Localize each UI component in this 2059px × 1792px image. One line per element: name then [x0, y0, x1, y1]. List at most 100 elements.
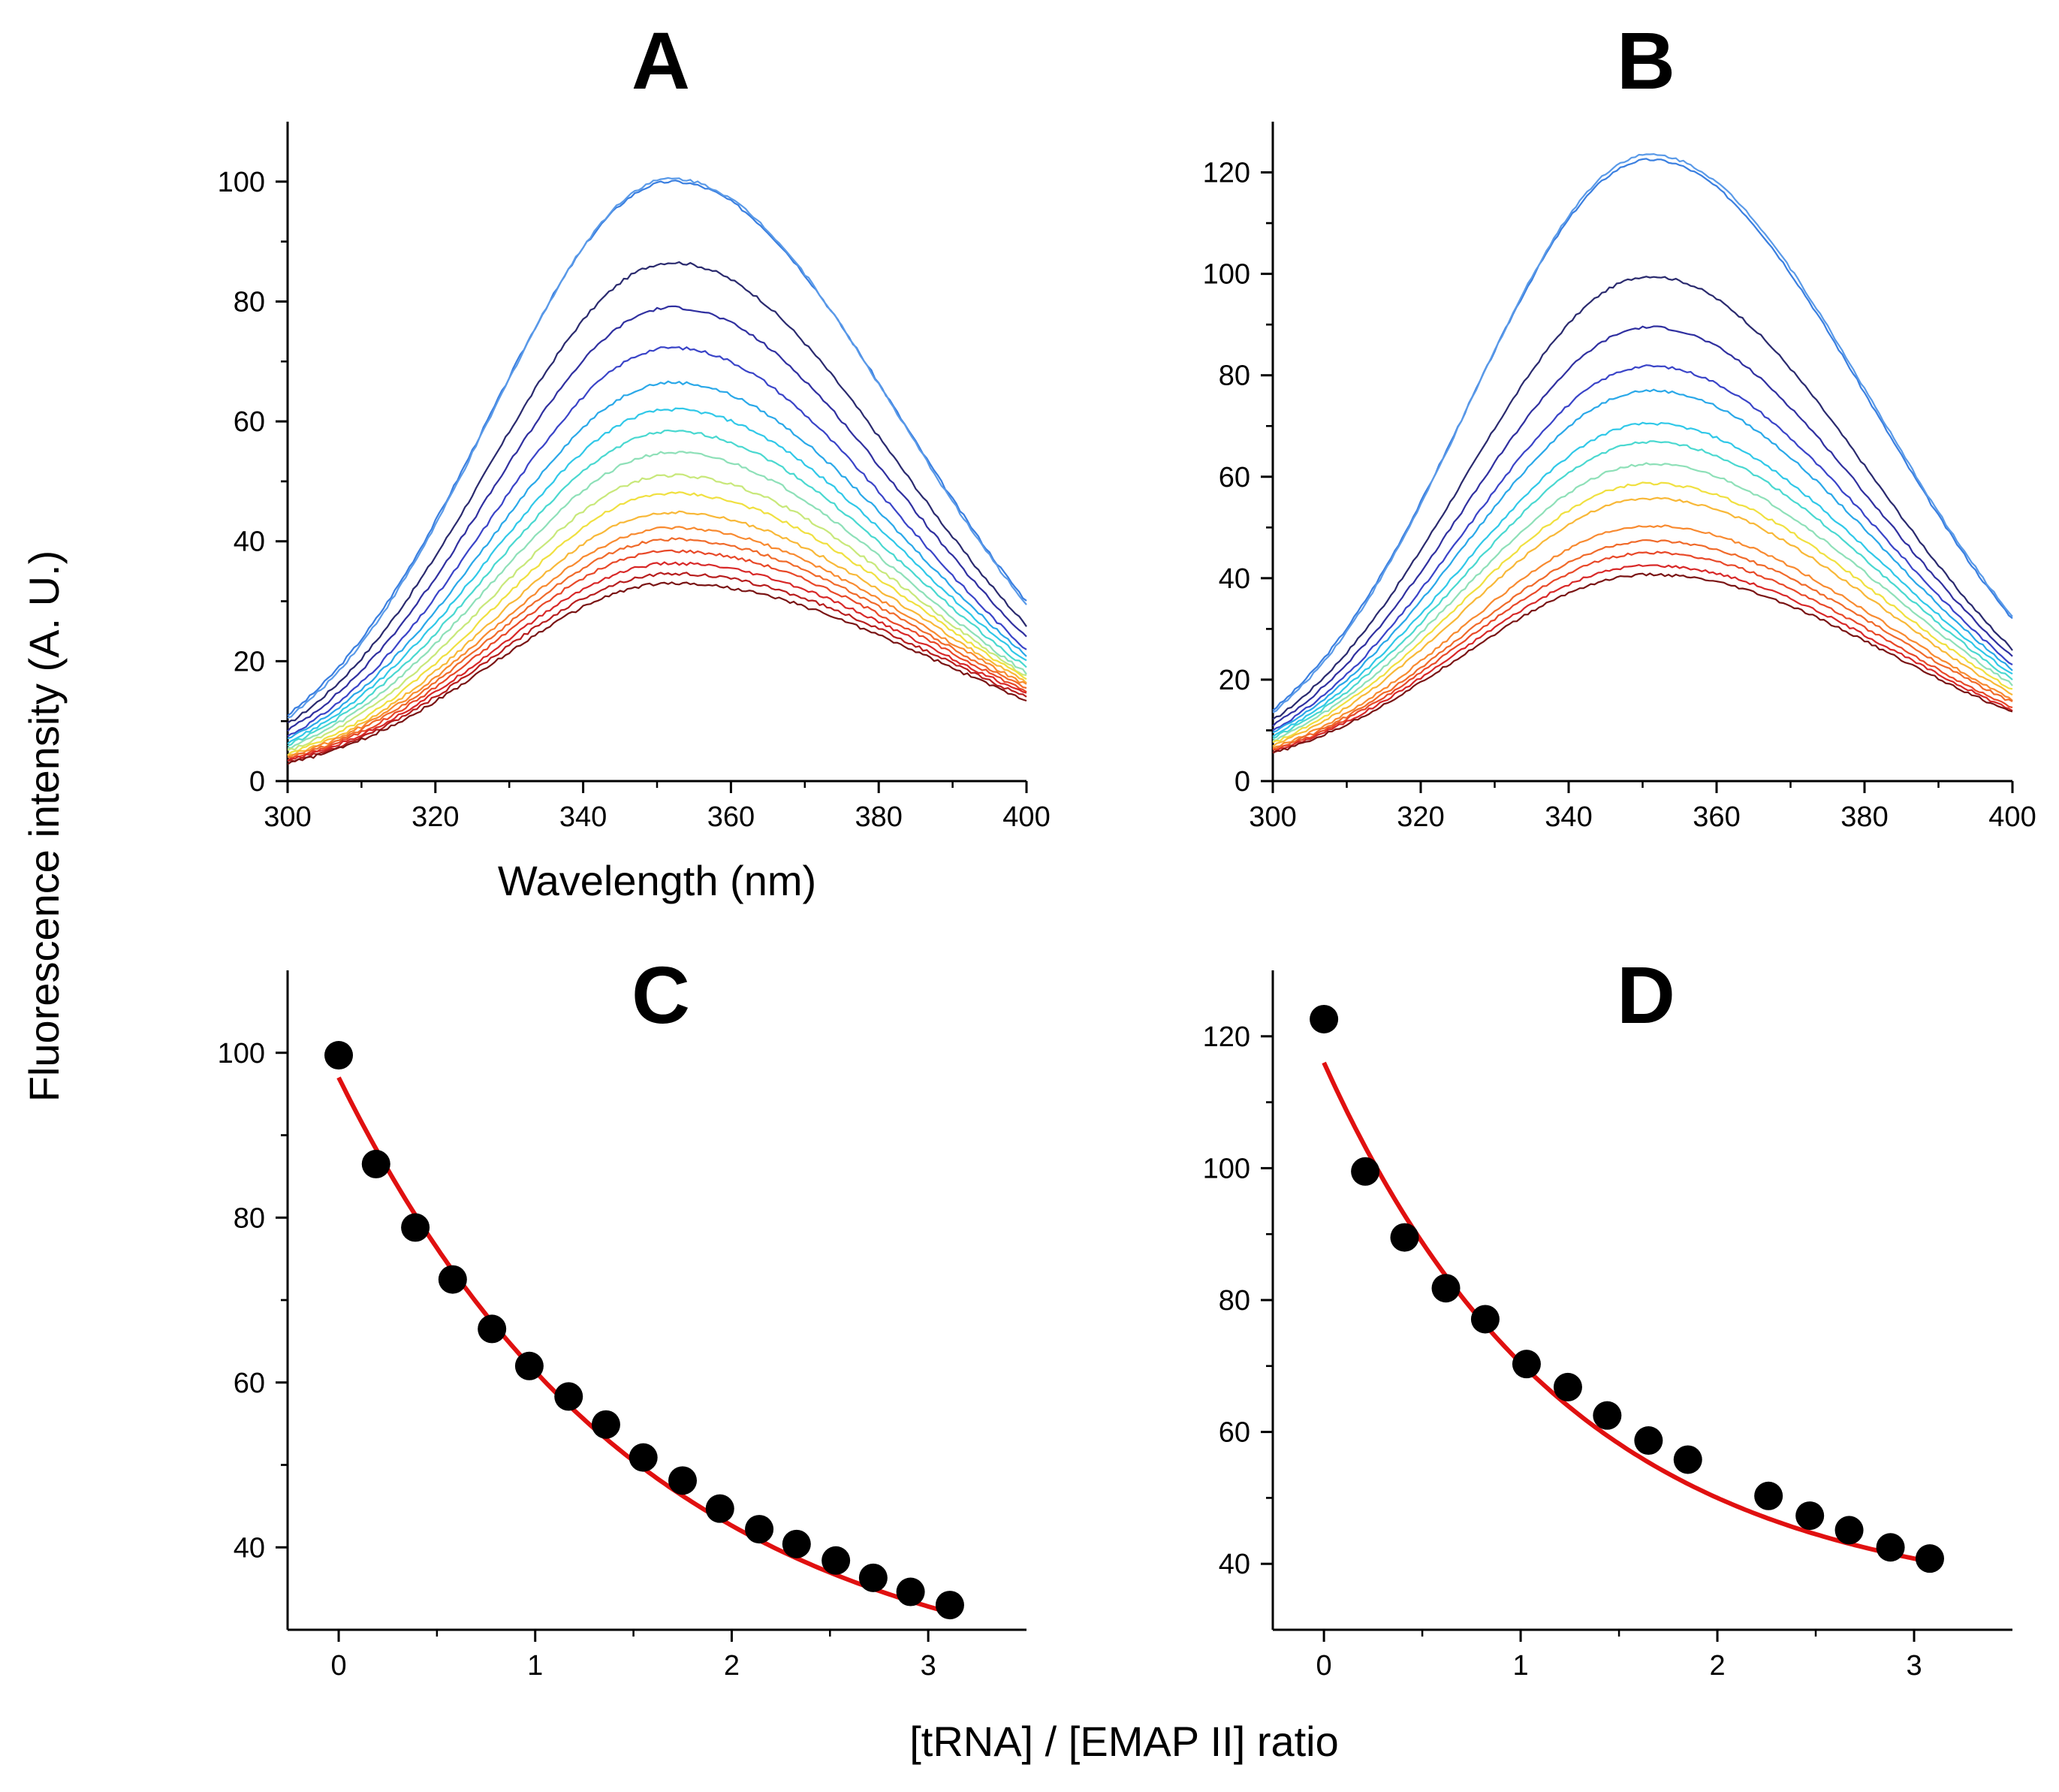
spectrum-line: [1272, 481, 2013, 744]
x-tick-label: 400: [1002, 801, 1050, 833]
data-point: [821, 1546, 851, 1575]
spectrum-line: [287, 510, 1027, 757]
spectrum-line: [287, 581, 1027, 765]
shared-y-axis-title: Fluorescence intensity (A. U.): [20, 551, 68, 1102]
spectrum-line: [1272, 551, 2013, 751]
data-point: [438, 1265, 467, 1294]
data-point: [1834, 1516, 1864, 1545]
x-tick-label: 320: [1397, 801, 1444, 833]
spectrum-line: [287, 176, 1027, 719]
data-point: [591, 1410, 620, 1439]
data-point: [668, 1466, 698, 1495]
x-axis-title: Wavelength (nm): [498, 857, 816, 904]
data-point: [782, 1529, 811, 1558]
spectrum-line: [287, 473, 1027, 751]
y-tick-label: 80: [234, 1202, 265, 1234]
data-point: [1310, 1004, 1339, 1033]
y-tick-label: 100: [218, 1038, 265, 1069]
y-tick-label: 40: [234, 1532, 265, 1564]
spectrum-line: [287, 451, 1027, 750]
y-tick-label: 80: [1219, 361, 1250, 392]
x-tick-label: 320: [411, 801, 459, 833]
data-point: [554, 1382, 583, 1411]
y-tick-label: 60: [234, 1368, 265, 1399]
y-tick-label: 40: [1219, 563, 1250, 595]
spectrum-line: [1272, 325, 2013, 727]
x-tick-label: 1: [1513, 1650, 1529, 1682]
x-tick-label: 0: [1316, 1650, 1332, 1682]
spectrum-line: [1272, 388, 2013, 734]
x-tick-label: 380: [855, 801, 902, 833]
data-point: [1351, 1157, 1380, 1186]
data-point: [705, 1494, 734, 1523]
y-tick-label: 100: [218, 167, 265, 198]
y-tick-label: 100: [1203, 259, 1250, 291]
x-tick-label: 400: [1988, 801, 2036, 833]
data-point: [1593, 1401, 1622, 1430]
y-tick-label: 0: [1234, 766, 1250, 798]
data-point: [1512, 1350, 1541, 1379]
panel-a: A 300 320 340 360 380 400 0 20 40 60 80 100 Wavelengt…: [218, 15, 1051, 904]
y-tick-label: 20: [234, 646, 265, 677]
spectrum-line: [1272, 462, 2013, 741]
y-tick-label: 40: [1219, 1549, 1250, 1580]
x-tick-label: 300: [1249, 801, 1296, 833]
y-tick-label: 60: [234, 406, 265, 438]
spectrum-line: [1272, 564, 2013, 753]
spectrum-line: [287, 261, 1027, 724]
y-tick-label: 100: [1203, 1153, 1250, 1184]
data-point: [629, 1443, 658, 1472]
panel-letter: D: [1617, 949, 1675, 1040]
x-tick-label: 300: [264, 801, 311, 833]
x-tick-label: 2: [1709, 1650, 1725, 1682]
spectrum-line: [287, 305, 1027, 732]
y-tick-label: 60: [1219, 462, 1250, 493]
spectrum-line: [287, 429, 1027, 747]
x-tick-label: 360: [707, 801, 755, 833]
x-tick-label: 380: [1840, 801, 1888, 833]
data-point: [858, 1563, 888, 1592]
data-point: [1876, 1533, 1905, 1562]
spectrum-line: [1272, 440, 2013, 740]
data-point: [1634, 1426, 1663, 1456]
data-point: [1390, 1223, 1419, 1252]
x-tick-label: 340: [1545, 801, 1592, 833]
x-tick-label: 0: [330, 1650, 346, 1682]
spectrum-line: [287, 407, 1027, 744]
y-tick-label: 0: [249, 766, 265, 798]
spectrum-line: [1272, 539, 2013, 750]
panel-letter: B: [1617, 15, 1675, 106]
fit-curve: [1322, 1061, 1931, 1564]
spectrum-line: [1272, 158, 2013, 711]
spectrum-line: [1272, 364, 2013, 732]
data-point: [1795, 1501, 1825, 1531]
data-point: [935, 1591, 964, 1620]
data-point: [745, 1515, 774, 1544]
data-point: [324, 1041, 354, 1070]
x-tick-label: 1: [527, 1650, 543, 1682]
panel-letter: A: [632, 15, 690, 106]
spectrum-line: [1272, 421, 2013, 738]
panel-b: B 300 320 340 360 380 400 0 20 40 60 80 100 120: [1203, 15, 2036, 833]
data-point: [478, 1314, 507, 1344]
data-point: [361, 1149, 390, 1178]
y-tick-label: 120: [1203, 158, 1250, 189]
y-tick-label: 40: [234, 526, 265, 558]
spectrum-line: [1272, 524, 2013, 750]
data-point: [514, 1351, 544, 1380]
spectrum-line: [287, 561, 1027, 762]
data-point: [1673, 1445, 1702, 1474]
spectrum-line: [287, 526, 1027, 758]
data-point: [1553, 1372, 1582, 1401]
data-point: [401, 1213, 430, 1242]
x-tick-label: 3: [1906, 1650, 1922, 1682]
y-tick-label: 120: [1203, 1021, 1250, 1053]
spectrum-line: [287, 572, 1027, 763]
data-point: [1754, 1481, 1783, 1510]
spectrum-line: [1272, 572, 2013, 754]
spectrum-line: [287, 345, 1027, 738]
panel-c: C 0 1 2 3 40 60 80 100: [218, 949, 1026, 1682]
panel-d: D 0 1 2 3 40 60 80 100 120: [1203, 949, 2012, 1682]
y-tick-label: 80: [1219, 1285, 1250, 1317]
